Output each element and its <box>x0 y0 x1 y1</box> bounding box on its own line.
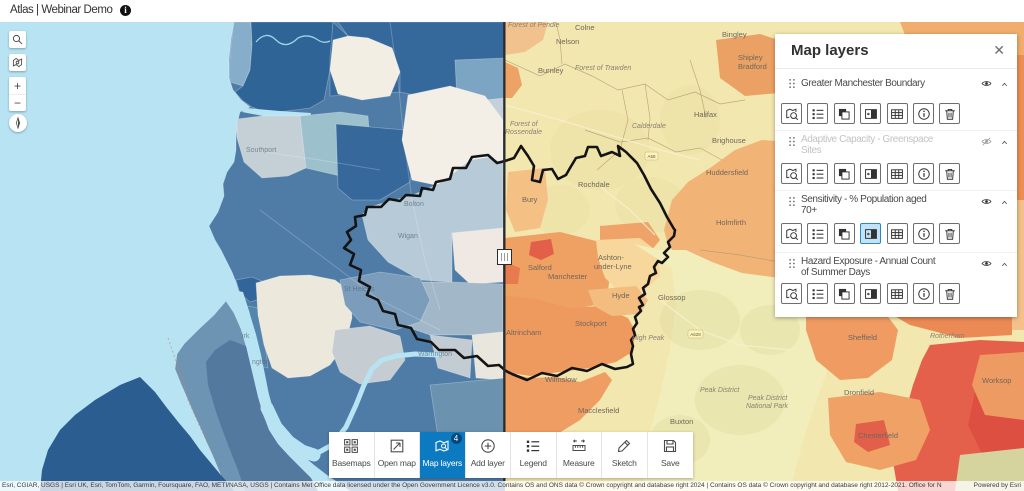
svg-text:Wilmslow: Wilmslow <box>545 375 577 384</box>
svg-text:Peak District: Peak District <box>748 395 788 402</box>
svg-text:Sheffield: Sheffield <box>848 333 877 342</box>
svg-text:Peak District: Peak District <box>700 387 740 394</box>
svg-text:Rossendale: Rossendale <box>505 129 542 136</box>
svg-text:National Park: National Park <box>746 403 789 410</box>
svg-text:Forest of: Forest of <box>510 121 539 128</box>
svg-text:Macclesfield: Macclesfield <box>578 406 619 415</box>
svg-text:Stockport: Stockport <box>575 319 608 328</box>
svg-text:Manchester: Manchester <box>548 272 588 281</box>
svg-text:Rotherham: Rotherham <box>930 333 965 340</box>
svg-text:Colne: Colne <box>575 23 595 32</box>
svg-text:Huddersfield: Huddersfield <box>706 168 748 177</box>
svg-text:Bury: Bury <box>522 195 538 204</box>
svg-text:Glossop: Glossop <box>658 293 686 302</box>
svg-text:Dronfield: Dronfield <box>844 388 874 397</box>
svg-text:Bolton: Bolton <box>404 201 424 208</box>
svg-text:Altrincham: Altrincham <box>506 328 541 337</box>
svg-text:St Helens: St Helens <box>344 286 375 293</box>
svg-text:Bradford: Bradford <box>738 62 767 71</box>
svg-text:Burnley: Burnley <box>538 66 564 75</box>
svg-text:Halifax: Halifax <box>694 110 717 119</box>
svg-text:Southport: Southport <box>246 147 276 154</box>
svg-text:Calderdale: Calderdale <box>632 123 666 130</box>
svg-text:irk: irk <box>242 333 250 340</box>
svg-text:ngton: ngton <box>252 359 270 366</box>
svg-text:Chesterfield: Chesterfield <box>858 431 898 440</box>
svg-text:Nelson: Nelson <box>556 37 579 46</box>
svg-text:Ashton-: Ashton- <box>598 253 624 262</box>
svg-text:Holmfirth: Holmfirth <box>716 218 746 227</box>
svg-text:Salford: Salford <box>528 263 552 272</box>
svg-text:Bingley: Bingley <box>722 30 747 39</box>
svg-text:High Peak: High Peak <box>632 335 665 342</box>
svg-text:A628: A628 <box>690 332 701 337</box>
svg-text:Rochdale: Rochdale <box>578 180 610 189</box>
svg-text:Shipley: Shipley <box>738 53 763 62</box>
svg-text:Forest of Trawden: Forest of Trawden <box>575 65 631 72</box>
svg-text:Hyde: Hyde <box>612 291 630 300</box>
svg-text:Warrington: Warrington <box>418 351 452 358</box>
svg-text:Worksop: Worksop <box>982 376 1011 385</box>
svg-text:under-Lyne: under-Lyne <box>594 262 632 271</box>
svg-text:Buxton: Buxton <box>670 417 693 426</box>
svg-text:Wigan: Wigan <box>398 233 418 240</box>
svg-text:A58: A58 <box>647 154 656 159</box>
svg-text:Forest of Pendle: Forest of Pendle <box>508 22 559 29</box>
svg-text:Brighouse: Brighouse <box>712 136 746 145</box>
